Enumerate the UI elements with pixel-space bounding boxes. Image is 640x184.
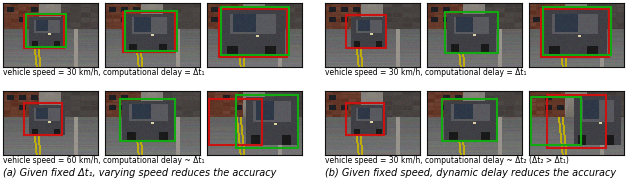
Bar — [442, 99, 497, 141]
Bar — [125, 11, 177, 51]
Bar — [547, 95, 605, 148]
Bar — [219, 9, 287, 57]
Text: (a) Given fixed Δt₁, varying speed reduces the accuracy: (a) Given fixed Δt₁, varying speed reduc… — [3, 168, 276, 178]
Text: vehicle speed = 30 km/h, computational delay ~ Δt₂ (Δt₂ > Δt₁): vehicle speed = 30 km/h, computational d… — [325, 156, 569, 165]
Bar — [531, 97, 581, 145]
Bar — [120, 99, 175, 141]
Bar — [541, 9, 609, 57]
Text: vehicle speed = 60 km/h, computational delay ~ Δt₁: vehicle speed = 60 km/h, computational d… — [3, 156, 205, 165]
Bar — [445, 13, 498, 53]
Bar — [26, 14, 66, 47]
Text: vehicle speed = 30 km/h, computational delay = Δt₁: vehicle speed = 30 km/h, computational d… — [325, 68, 527, 77]
Bar — [24, 15, 64, 48]
Bar — [236, 95, 298, 148]
Bar — [221, 7, 289, 55]
Text: (b) Given fixed speed, dynamic delay reduces the accuracy: (b) Given fixed speed, dynamic delay red… — [325, 168, 616, 178]
Bar — [123, 13, 175, 52]
Bar — [346, 15, 387, 48]
Bar — [346, 103, 385, 135]
Bar — [543, 7, 611, 55]
Bar — [24, 103, 63, 135]
Text: vehicle speed = 30 km/h, computational delay = Δt₁: vehicle speed = 30 km/h, computational d… — [3, 68, 205, 77]
Bar — [209, 99, 262, 145]
